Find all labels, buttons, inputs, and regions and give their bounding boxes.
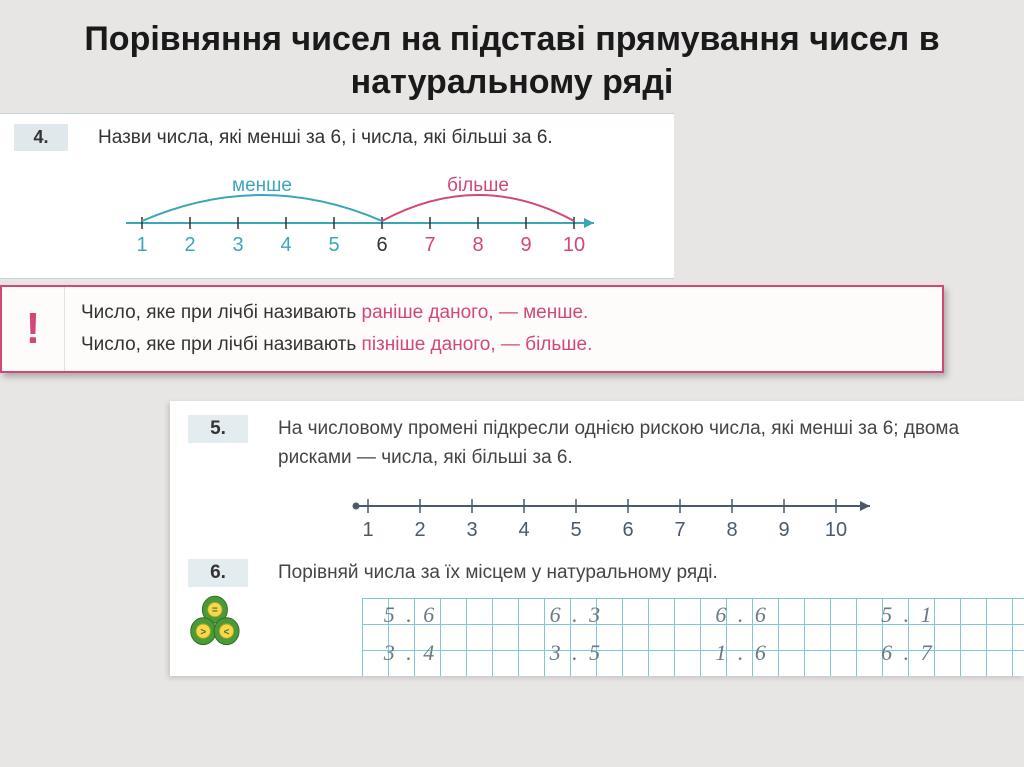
exercise-text: Назви числа, які менші за 6, і числа, як… [98, 124, 654, 153]
rule-highlight: пізніше даного, — більше. [362, 334, 593, 355]
exercise-5: 5. На числовому промені підкресли однією… [170, 415, 1024, 472]
svg-text:<: < [224, 626, 230, 637]
exclamation-icon: ! [2, 287, 65, 372]
svg-text:5: 5 [328, 234, 339, 256]
rule-text: Число, яке при лічбі називають раніше да… [65, 287, 608, 372]
rule-line: Число, яке при лічбі називають [81, 302, 362, 323]
number-line-5: 1 2 3 4 5 6 7 8 9 10 [350, 488, 880, 546]
grid-cell: 1 . 6 [693, 640, 859, 666]
exercise-number: 4. [14, 124, 68, 151]
svg-text:1: 1 [136, 234, 147, 256]
svg-text:=: = [212, 605, 218, 616]
svg-text:10: 10 [563, 234, 585, 256]
exercise-text: На числовому промені підкресли однією ри… [278, 415, 1007, 472]
grid-cell: 5 . 6 [362, 602, 528, 628]
rule-highlight: раніше даного, — менше. [362, 302, 589, 323]
svg-text:7: 7 [674, 519, 685, 541]
exercise-4: 4. Назви числа, які менші за 6, і числа,… [0, 113, 674, 279]
svg-text:2: 2 [414, 519, 425, 541]
comparison-grid: 5 . 66 . 36 . 65 . 1 3 . 43 . 51 . 66 . … [362, 598, 1024, 676]
clover-icon: = > < [188, 594, 242, 654]
svg-text:8: 8 [726, 519, 737, 541]
svg-text:9: 9 [778, 519, 789, 541]
svg-text:10: 10 [825, 519, 847, 541]
svg-text:4: 4 [280, 234, 291, 256]
grid-cell: 3 . 5 [528, 640, 694, 666]
svg-text:3: 3 [466, 519, 477, 541]
exercise-number: 6. [188, 559, 248, 587]
svg-text:9: 9 [520, 234, 531, 256]
svg-text:більше: більше [447, 175, 509, 196]
grid-cell: 3 . 4 [362, 640, 528, 666]
number-line-4: 1 2 3 4 5 6 7 8 9 10 менше більше [124, 163, 604, 259]
svg-text:7: 7 [424, 234, 435, 256]
svg-text:5: 5 [570, 519, 581, 541]
svg-text:6: 6 [376, 234, 387, 256]
exercise-6: 6. Порівняй числа за їх місцем у натурал… [170, 559, 1024, 588]
svg-text:1: 1 [362, 519, 373, 541]
grid-cell: 6 . 3 [528, 602, 694, 628]
svg-text:менше: менше [232, 175, 292, 196]
exercise-5-6-block: 5. На числовому промені підкресли однією… [170, 401, 1024, 676]
svg-text:4: 4 [518, 519, 529, 541]
svg-text:3: 3 [232, 234, 243, 256]
svg-text:2: 2 [184, 234, 195, 256]
exercise-text: Порівняй числа за їх місцем у натурально… [278, 559, 1007, 588]
exercise-number: 5. [188, 415, 248, 443]
svg-text:6: 6 [622, 519, 633, 541]
grid-cell: 6 . 7 [859, 640, 1024, 666]
grid-cell: 5 . 1 [859, 602, 1024, 628]
grid-cell: 6 . 6 [693, 602, 859, 628]
rule-box: ! Число, яке при лічбі називають раніше … [0, 285, 944, 374]
svg-text:8: 8 [472, 234, 483, 256]
rule-line: Число, яке при лічбі називають [81, 334, 362, 355]
svg-text:>: > [200, 626, 206, 637]
page-title: Порівняння чисел на підставі прямування … [0, 0, 1024, 113]
